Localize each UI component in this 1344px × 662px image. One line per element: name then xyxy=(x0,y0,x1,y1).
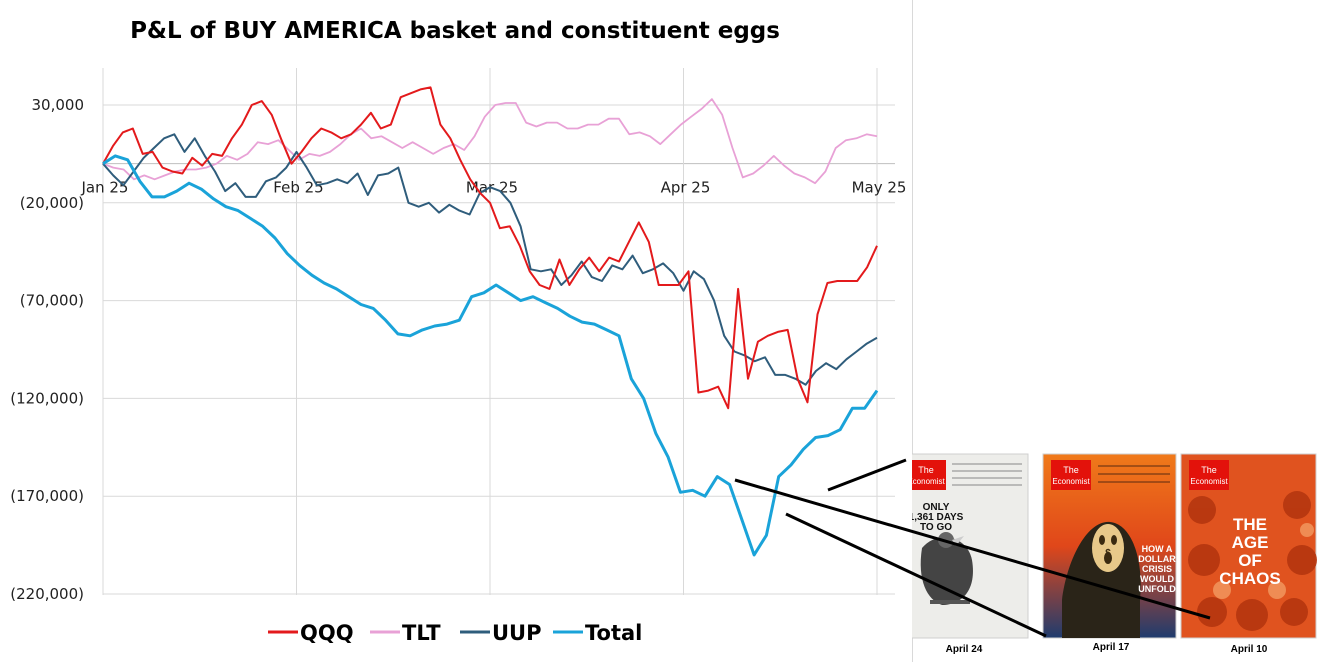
svg-text:The: The xyxy=(1201,465,1217,475)
svg-text:$: $ xyxy=(1105,548,1111,559)
cover-headline-3: THE xyxy=(1233,515,1267,534)
cover-april-17: The Economist $ HOW A DOLLAR CRISIS WOUL… xyxy=(1042,453,1177,653)
x-tick-label: Jan 25 xyxy=(81,179,129,197)
svg-text:UNFOLD: UNFOLD xyxy=(1138,584,1176,594)
chart-area: P&L of BUY AMERICA basket and constituen… xyxy=(10,0,913,662)
legend-label-tlt: TLT xyxy=(402,621,441,645)
svg-text:Economist: Economist xyxy=(912,477,945,486)
x-tick-label: Feb 25 xyxy=(273,179,323,197)
cover-april-24: The Economist ONLY 1,361 DAYS TO GO Apri… xyxy=(912,453,1029,655)
chart-title: P&L of BUY AMERICA basket and constituen… xyxy=(130,18,780,44)
legend-label-qqq: QQQ xyxy=(300,621,354,645)
svg-text:WOULD: WOULD xyxy=(1140,574,1174,584)
legend-label-uup: UUP xyxy=(492,621,542,645)
svg-text:CRISIS: CRISIS xyxy=(1142,564,1172,574)
svg-text:Economist: Economist xyxy=(1190,477,1228,486)
y-tick-label: (220,000) xyxy=(10,585,84,603)
series-line-qqq xyxy=(102,86,878,410)
svg-text:Economist: Economist xyxy=(1052,477,1090,486)
cover-april-10: The Economist THE AGE OF CHAOS April 10 xyxy=(1180,453,1317,655)
y-tick-label: (20,000) xyxy=(20,194,84,212)
svg-text:OF: OF xyxy=(1238,551,1262,570)
y-tick-label: (70,000) xyxy=(20,292,84,310)
svg-text:The: The xyxy=(918,465,934,475)
pnl-line-chart: P&L of BUY AMERICA basket and constituen… xyxy=(10,18,907,645)
y-tick-label: (170,000) xyxy=(10,487,84,505)
x-tick-label: Apr 25 xyxy=(661,179,711,197)
series-line-tlt xyxy=(102,98,878,185)
legend-label-total: Total xyxy=(585,621,642,645)
cover-date-2: April 17 xyxy=(1093,642,1130,653)
cover-headline-2: HOW A xyxy=(1142,544,1173,554)
y-tick-label: 30,000 xyxy=(32,96,85,114)
economist-covers-panel: The Economist ONLY 1,361 DAYS TO GO Apri… xyxy=(912,453,1317,655)
svg-text:The: The xyxy=(1063,465,1079,475)
svg-text:CHAOS: CHAOS xyxy=(1219,569,1280,588)
svg-text:TO GO: TO GO xyxy=(920,522,952,533)
svg-text:AGE: AGE xyxy=(1232,533,1269,552)
cover-date-1: April 24 xyxy=(946,644,983,655)
y-tick-label: (120,000) xyxy=(10,389,84,407)
cover-date-3: April 10 xyxy=(1231,644,1268,655)
svg-text:DOLLAR: DOLLAR xyxy=(1138,554,1176,564)
series-line-uup xyxy=(102,133,878,386)
x-tick-label: May 25 xyxy=(852,179,907,197)
